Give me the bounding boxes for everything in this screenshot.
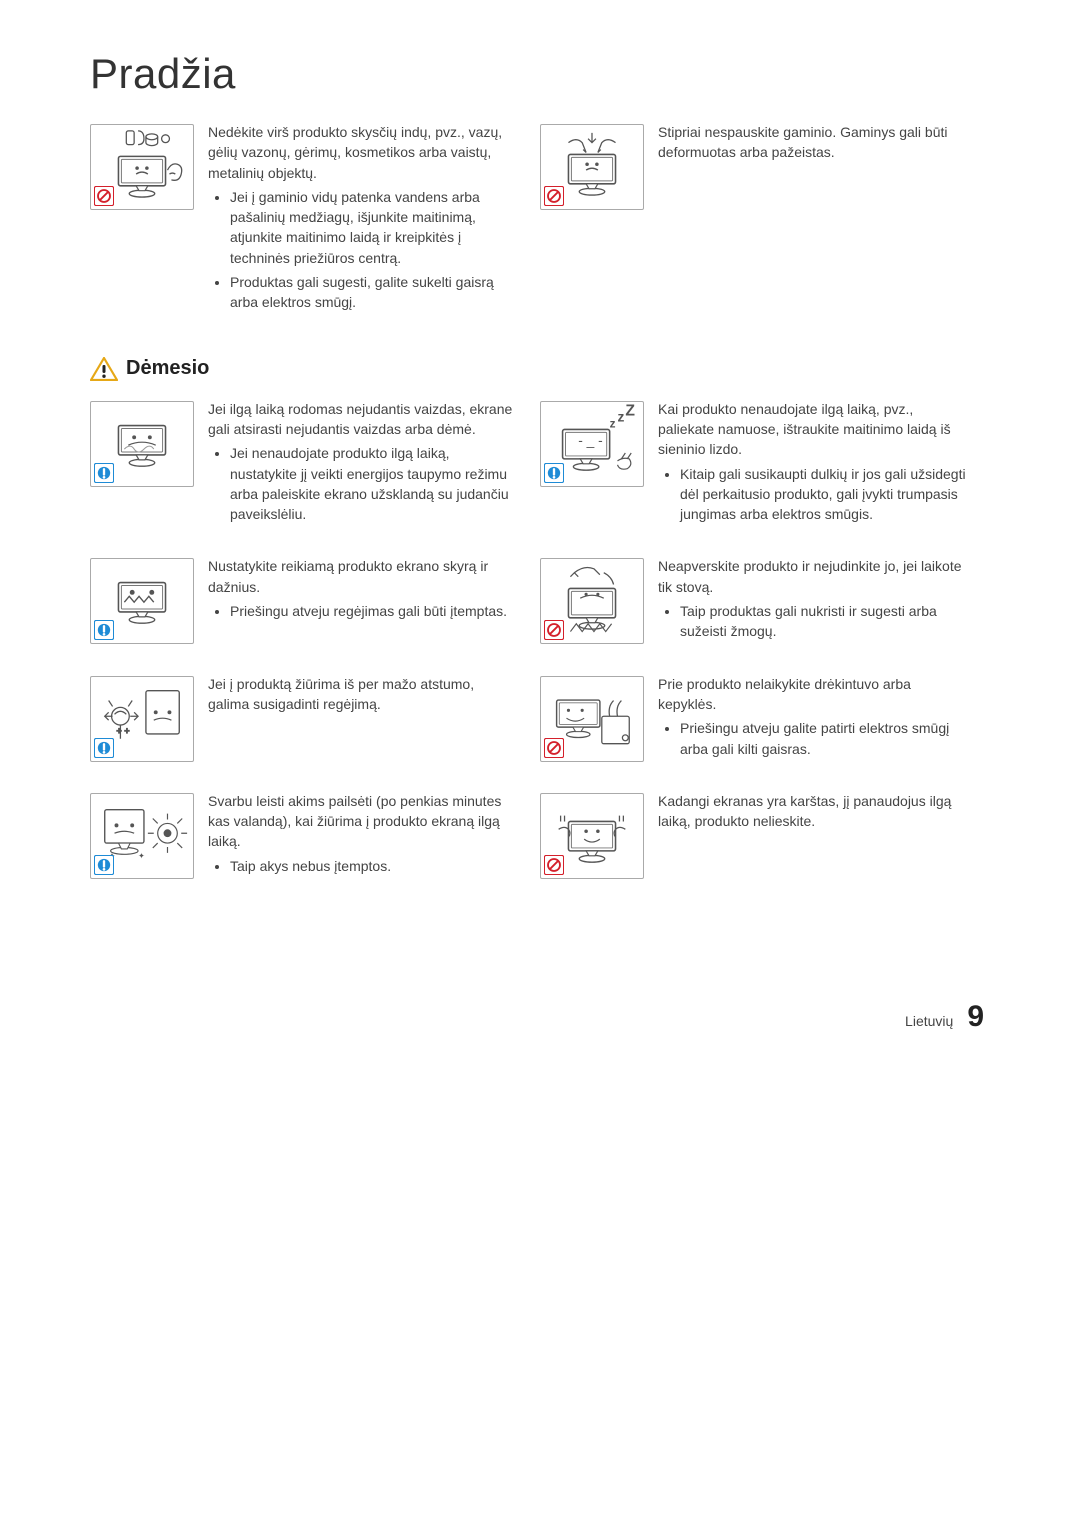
item-bullet-list: Jei į gaminio vidų patenka vandens arba … [208, 187, 516, 313]
item-lead-text: Prie produkto nelaikykite drėkintuvo arb… [658, 674, 966, 715]
item-lead-text: Nedėkite virš produkto skysčių indų, pvz… [208, 122, 516, 183]
resolution-pictogram [90, 558, 194, 644]
safety-row: Nedėkite virš produkto skysčių indų, pvz… [90, 122, 990, 317]
item-lead-text: Jei ilgą laiką rodomas nejudantis vaizda… [208, 399, 516, 440]
item-bullet: Jei nenaudojate produkto ilgą laiką, nus… [230, 443, 516, 524]
prohibit-badge-icon [544, 738, 564, 758]
item-lead-text: Svarbu leisti akims pailsėti (po penkias… [208, 791, 516, 852]
safety-item-1-right: - _ - z z Z Kai produkto nenaudojate ilg… [540, 399, 990, 529]
page-footer: Lietuvių 9 [90, 1000, 990, 1034]
prohibit-badge-icon [544, 855, 564, 875]
item-lead-text: Neapverskite produkto ir nejudinkite jo,… [658, 556, 966, 597]
svg-text:✦: ✦ [138, 852, 145, 861]
safety-item-3-right: Prie produkto nelaikykite drėkintuvo arb… [540, 674, 990, 763]
item-lead-text: Stipriai nespauskite gaminio. Gaminys ga… [658, 122, 966, 163]
safety-row: Nustatykite reikiamą produkto ekrano sky… [90, 556, 990, 645]
prohibit-badge-icon [544, 186, 564, 206]
safety-item-0-right: Stipriai nespauskite gaminio. Gaminys ga… [540, 122, 990, 317]
info-badge-icon [94, 855, 114, 875]
safety-row: Jei ilgą laiką rodomas nejudantis vaizda… [90, 399, 990, 529]
svg-text:z: z [617, 409, 624, 424]
attention-heading: Dėmesio [126, 357, 209, 380]
item-lead-text: Kai produkto nenaudojate ilgą laiką, pvz… [658, 399, 966, 460]
safety-item-2-right: Neapverskite produkto ir nejudinkite jo,… [540, 556, 990, 645]
safety-item-4-right: Kadangi ekranas yra karštas, jį panaudoj… [540, 791, 990, 880]
item-bullet-list: Taip produktas gali nukristi ir sugesti … [658, 601, 966, 642]
close-view-pictogram: ++ [90, 676, 194, 762]
safety-row: ✦✦ Svarbu leisti akims pailsėti (po penk… [90, 791, 990, 880]
press-monitor-pictogram [540, 124, 644, 210]
item-bullet: Jei į gaminio vidų patenka vandens arba … [230, 187, 516, 268]
rest-eyes-pictogram: ✦✦ [90, 793, 194, 879]
item-bullet: Kitaip gali susikaupti dulkių ir jos gal… [680, 464, 966, 525]
prohibit-badge-icon [544, 620, 564, 640]
info-badge-icon [94, 620, 114, 640]
footer-language: Lietuvių [905, 1013, 953, 1029]
footer-page-number: 9 [967, 1000, 984, 1034]
item-lead-text: Jei į produktą žiūrima iš per mažo atstu… [208, 674, 516, 715]
safety-row: ++ Jei į produktą žiūrima iš per mažo at… [90, 674, 990, 763]
svg-text:- _ -: - _ - [578, 433, 602, 448]
burn-in-pictogram [90, 401, 194, 487]
info-badge-icon [94, 738, 114, 758]
humidifier-pictogram [540, 676, 644, 762]
safety-item-2-left: Nustatykite reikiamą produkto ekrano sky… [90, 556, 540, 645]
item-bullet: Priešingu atveju regėjimas gali būti įte… [230, 601, 516, 621]
item-bullet-list: Priešingu atveju galite patirti elektros… [658, 718, 966, 759]
item-bullet-list: Kitaip gali susikaupti dulkių ir jos gal… [658, 464, 966, 525]
safety-item-3-left: ++ Jei į produktą žiūrima iš per mažo at… [90, 674, 540, 763]
attention-section-header: Dėmesio [90, 357, 990, 381]
item-bullet-list: Jei nenaudojate produkto ilgą laiką, nus… [208, 443, 516, 524]
svg-text:+: + [124, 726, 129, 736]
safety-item-0-left: Nedėkite virš produkto skysčių indų, pvz… [90, 122, 540, 317]
warning-triangle-icon [90, 357, 118, 381]
safety-item-1-left: Jei ilgą laiką rodomas nejudantis vaizda… [90, 399, 540, 529]
item-bullet: Priešingu atveju galite patirti elektros… [680, 718, 966, 759]
item-bullet-list: Taip akys nebus įtemptos. [208, 856, 516, 876]
svg-text:+: + [116, 726, 121, 736]
hot-surface-pictogram [540, 793, 644, 879]
svg-text:Z: Z [625, 402, 635, 419]
info-badge-icon [94, 463, 114, 483]
item-bullet: Taip akys nebus įtemptos. [230, 856, 516, 876]
item-bullet: Produktas gali sugesti, galite sukelti g… [230, 272, 516, 313]
sleep-zzz-pictogram: - _ - z z Z [540, 401, 644, 487]
item-lead-text: Nustatykite reikiamą produkto ekrano sky… [208, 556, 516, 597]
liquids-on-tv-pictogram [90, 124, 194, 210]
svg-text:z: z [610, 417, 616, 430]
safety-item-4-left: ✦✦ Svarbu leisti akims pailsėti (po penk… [90, 791, 540, 880]
info-badge-icon [544, 463, 564, 483]
item-lead-text: Kadangi ekranas yra karštas, jį panaudoj… [658, 791, 966, 832]
page-title: Pradžia [90, 50, 990, 98]
prohibit-badge-icon [94, 186, 114, 206]
item-bullet-list: Priešingu atveju regėjimas gali būti įte… [208, 601, 516, 621]
flip-stand-pictogram [540, 558, 644, 644]
item-bullet: Taip produktas gali nukristi ir sugesti … [680, 601, 966, 642]
